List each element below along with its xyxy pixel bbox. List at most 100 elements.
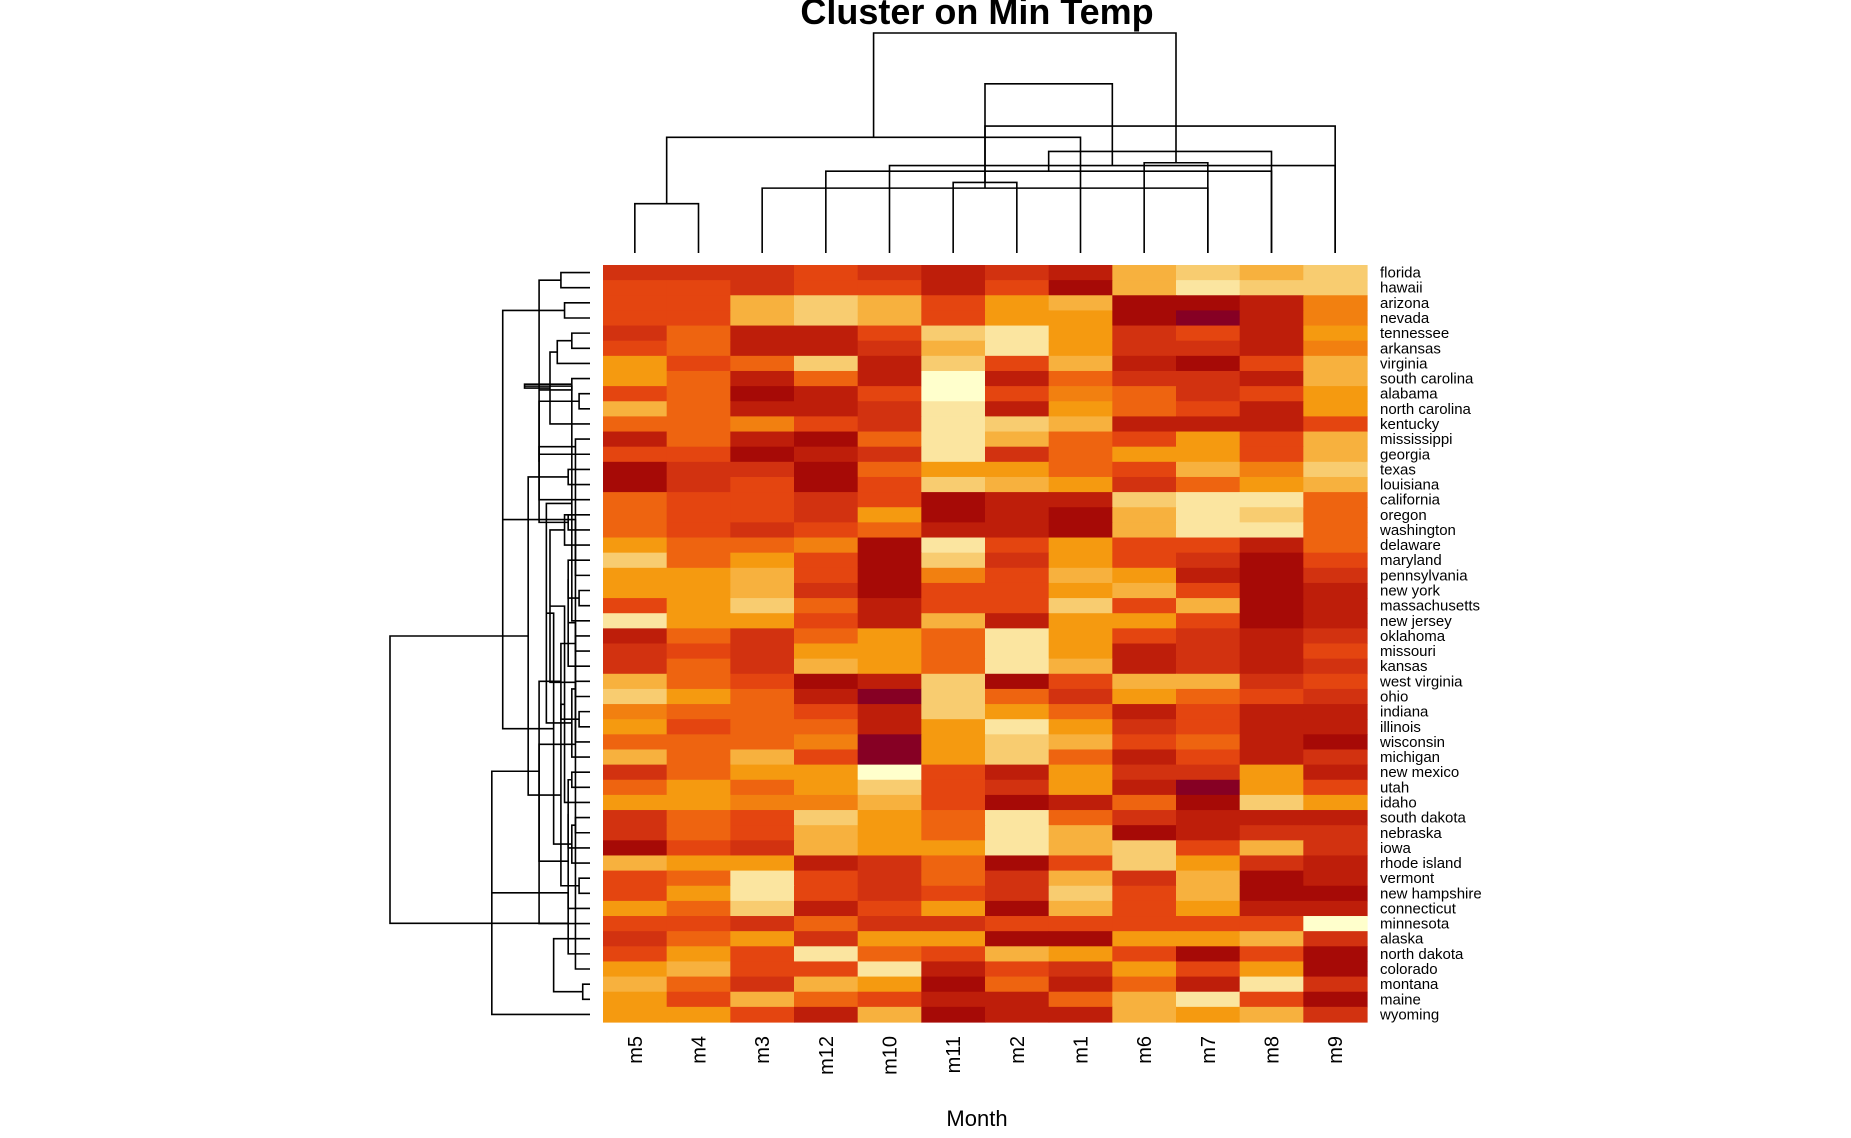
heatmap-cell: [794, 265, 859, 281]
heatmap-cell: [1303, 916, 1368, 932]
row-label: louisiana: [1380, 477, 1440, 494]
heatmap-cell: [794, 658, 859, 675]
heatmap-cell: [603, 825, 668, 841]
column-label: m9: [1325, 1036, 1347, 1064]
heatmap-cell: [1303, 810, 1368, 826]
heatmap-cell: [857, 386, 922, 402]
heatmap-cell: [921, 325, 986, 342]
heatmap-cell: [1176, 431, 1241, 448]
heatmap-cell: [1303, 764, 1368, 781]
heatmap-cell: [1048, 552, 1113, 569]
heatmap-cell: [666, 991, 731, 1008]
heatmap-cell: [730, 613, 795, 629]
heatmap-cell: [1303, 310, 1368, 327]
heatmap-cell: [1176, 461, 1241, 478]
heatmap-cell: [603, 295, 668, 312]
heatmap-cell: [666, 931, 731, 947]
row-label: washington: [1379, 522, 1456, 539]
heatmap-cell: [1048, 840, 1113, 857]
heatmap-cell: [666, 855, 731, 872]
heatmap-cell: [1112, 673, 1177, 690]
heatmap-cell: [1112, 310, 1177, 327]
heatmap-cell: [1176, 719, 1241, 735]
heatmap-cell: [985, 825, 1050, 841]
heatmap-cell: [857, 507, 922, 523]
dendrogram-branch: [571, 824, 590, 864]
heatmap-cell: [603, 961, 668, 978]
heatmap-cell: [857, 688, 922, 705]
heatmap-cell: [857, 310, 922, 327]
heatmap-cell: [1048, 643, 1113, 660]
heatmap-cell: [794, 1006, 859, 1023]
heatmap-cell: [603, 688, 668, 705]
heatmap-cell: [1239, 688, 1304, 705]
heatmap-cell: [857, 658, 922, 675]
chart-title: Cluster on Min Temp: [800, 0, 1153, 32]
heatmap-cell: [857, 840, 922, 857]
heatmap-cell: [1176, 628, 1241, 645]
heatmap-cell: [1176, 779, 1241, 796]
heatmap-cell: [603, 416, 668, 433]
heatmap-cell: [1303, 386, 1368, 402]
heatmap-cell: [1239, 598, 1304, 614]
heatmap-cell: [921, 976, 986, 993]
row-label: new jersey: [1380, 613, 1452, 630]
dendrogram-branch: [634, 202, 700, 253]
row-label: mississippi: [1380, 431, 1453, 448]
heatmap-cell: [1303, 946, 1368, 963]
heatmap-cell: [666, 976, 731, 993]
heatmap-cell: [730, 885, 795, 902]
heatmap-cell: [985, 916, 1050, 932]
heatmap-cell: [730, 855, 795, 872]
heatmap-cell: [1112, 386, 1177, 402]
row-label: vermont: [1380, 870, 1435, 887]
heatmap-cell: [1303, 567, 1368, 584]
heatmap-cell: [857, 492, 922, 508]
heatmap-cell: [921, 870, 986, 887]
heatmap-cell: [985, 340, 1050, 357]
heatmap-cell: [1048, 1006, 1113, 1023]
heatmap-cell: [730, 567, 795, 584]
heatmap-cell: [1239, 567, 1304, 584]
heatmap-cell: [603, 764, 668, 781]
heatmap-cell: [666, 446, 731, 463]
heatmap-cell: [794, 794, 859, 811]
heatmap-cell: [666, 810, 731, 826]
heatmap-cell: [1176, 643, 1241, 660]
row-label: arizona: [1380, 295, 1430, 312]
heatmap-cell: [985, 386, 1050, 402]
dendrogram-branch: [578, 877, 590, 895]
heatmap-cell: [1303, 734, 1368, 751]
heatmap-cell: [1112, 719, 1177, 735]
heatmap-cell: [666, 552, 731, 569]
heatmap-cell: [1112, 431, 1177, 448]
heatmap-cell: [985, 688, 1050, 705]
heatmap-cell: [1176, 840, 1241, 857]
heatmap-cell: [1303, 900, 1368, 917]
heatmap-cell: [985, 673, 1050, 690]
heatmap-cell: [921, 840, 986, 857]
heatmap-cell: [1239, 552, 1304, 569]
row-label: tennessee: [1380, 325, 1449, 342]
heatmap-cell: [921, 916, 986, 932]
heatmap-cell: [794, 961, 859, 978]
heatmap-cell: [730, 719, 795, 735]
heatmap-cell: [666, 794, 731, 811]
heatmap-cell: [1048, 688, 1113, 705]
heatmap-cell: [794, 295, 859, 312]
heatmap-cell: [857, 476, 922, 493]
heatmap-cell: [1048, 810, 1113, 826]
heatmap-cell: [666, 416, 731, 433]
heatmap-cell: [730, 386, 795, 402]
heatmap-cell: [1176, 946, 1241, 963]
heatmap-cell: [1048, 628, 1113, 645]
heatmap-cell: [1303, 704, 1368, 720]
heatmap-cell: [730, 734, 795, 751]
heatmap-cell: [1303, 976, 1368, 993]
heatmap-cell: [666, 734, 731, 751]
heatmap-cell: [985, 295, 1050, 312]
dendrogram-branch: [578, 589, 590, 607]
heatmap-cell: [857, 265, 922, 281]
heatmap-cell: [1112, 1006, 1177, 1023]
heatmap-cells: [603, 265, 1368, 1023]
